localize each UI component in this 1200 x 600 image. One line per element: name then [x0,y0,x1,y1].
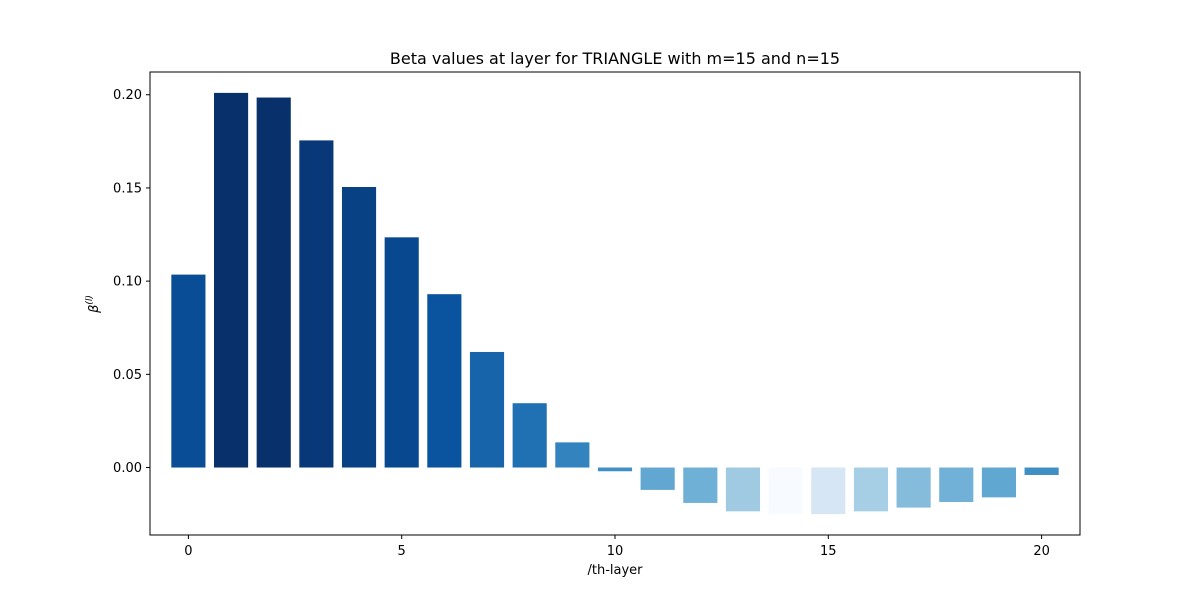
plot-frame [149,71,1081,536]
bar-1 [213,92,249,468]
bar-group [171,92,1059,515]
bar-0 [171,274,206,468]
bar-18 [939,467,974,503]
bar-6 [427,294,462,468]
y-axis-ticks: 0.00 0.05 0.10 0.15 0.20 [113,88,150,476]
x-tick-label: 15 [820,544,837,559]
bar-8 [512,403,547,468]
bar-16 [853,467,889,512]
bar-2 [256,97,291,468]
x-axis-ticks: 0 5 10 15 20 [184,535,1050,559]
bar-9 [555,442,590,468]
bar-10 [597,467,633,472]
bar-14 [768,467,803,515]
y-axis-label-superscript: (l) [85,295,95,305]
bar-11 [640,467,675,490]
y-axis-label-main: β [87,305,102,314]
bar-3 [299,140,334,468]
x-tick-label: 10 [607,544,624,559]
bar-12 [683,467,718,503]
y-tick-label: 0.00 [113,461,142,476]
x-tick-label: 20 [1033,544,1050,559]
chart-title: Beta values at layer for TRIANGLE with m… [390,49,840,68]
y-tick-label: 0.05 [113,368,142,383]
x-tick-label: 0 [184,544,192,559]
bar-19 [981,467,1017,498]
bar-4 [341,187,377,468]
bar-17 [896,467,931,508]
y-tick-label: 0.20 [113,88,142,103]
y-axis-label-group: β(l) [85,295,102,314]
x-axis-label: /th-layer [587,563,643,578]
y-tick-label: 0.15 [113,181,142,196]
bar-7 [469,351,505,468]
bar-13 [725,467,761,512]
x-tick-label: 5 [398,544,406,559]
y-axis-label: β(l) [85,295,102,314]
bar-20 [1024,467,1059,475]
bar-15 [811,467,846,515]
bar-5 [384,237,419,468]
y-tick-label: 0.10 [113,275,142,290]
